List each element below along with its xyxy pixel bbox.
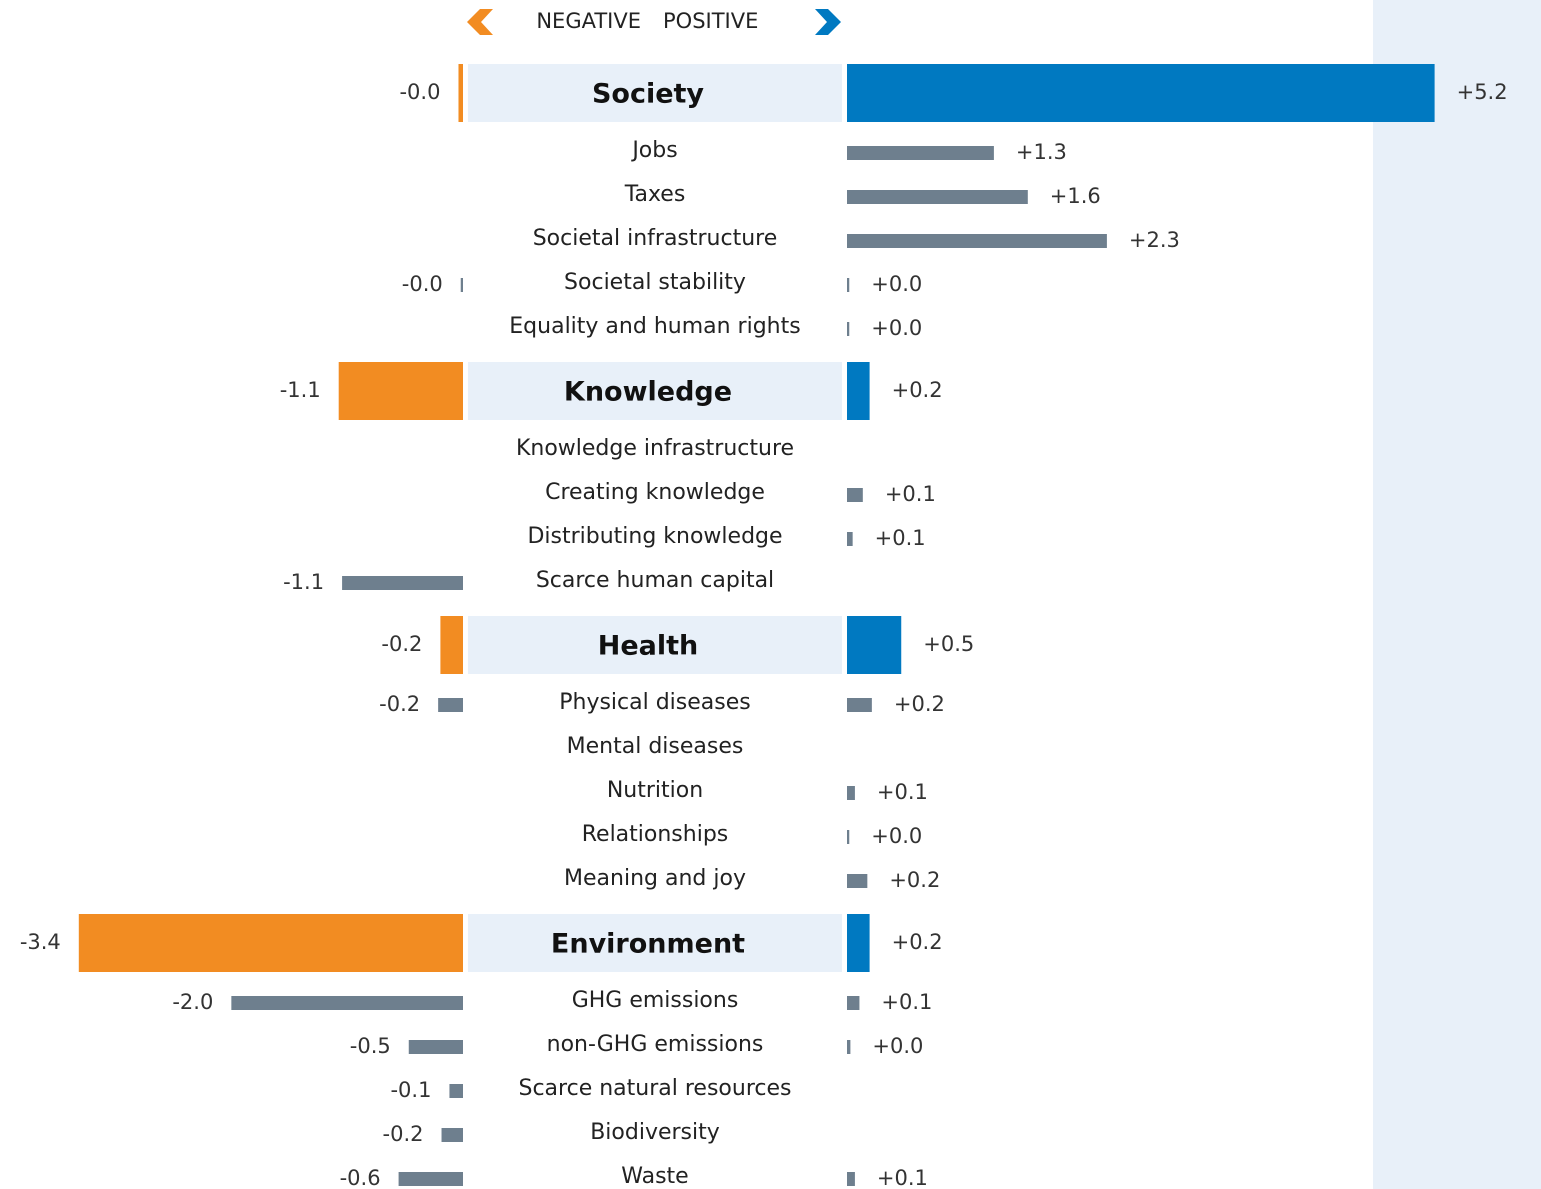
negative-bar: [438, 698, 463, 712]
item-label: Meaning and joy: [564, 866, 746, 891]
positive-bar: [847, 996, 860, 1010]
negative-bar: [338, 362, 463, 420]
negative-bar: [408, 1040, 463, 1054]
item-label: Nutrition: [607, 778, 703, 803]
positive-value-label: +0.2: [892, 930, 943, 954]
side-panel: [1373, 0, 1541, 1189]
negative-value-label: -0.2: [379, 692, 420, 716]
positive-value-label: +1.6: [1050, 184, 1101, 208]
item-label: Societal infrastructure: [533, 226, 778, 251]
positive-value-label: +2.3: [1129, 228, 1180, 252]
negative-value-label: -0.2: [381, 632, 422, 656]
negative-value-label: -1.1: [280, 378, 321, 402]
positive-value-label: +0.5: [923, 632, 974, 656]
positive-value-label: +0.0: [871, 316, 922, 340]
group-header: [468, 362, 842, 420]
positive-bar: [847, 616, 902, 674]
item-label: Physical diseases: [559, 690, 751, 715]
item-label: Equality and human rights: [509, 314, 800, 339]
positive-value-label: +0.1: [877, 780, 928, 804]
negative-bar: [460, 278, 463, 292]
item-label: Taxes: [624, 182, 686, 207]
negative-value-label: -0.0: [399, 80, 440, 104]
negative-bar: [449, 1084, 463, 1098]
negative-value-label: -2.0: [172, 990, 213, 1014]
positive-value-label: +0.1: [875, 526, 926, 550]
positive-value-label: +0.1: [877, 1166, 928, 1189]
positive-bar: [847, 322, 850, 336]
item-label: Biodiversity: [590, 1120, 720, 1145]
negative-arrow: [467, 9, 493, 35]
positive-bar: [847, 362, 870, 420]
positive-bar: [847, 488, 863, 502]
positive-bar: [847, 190, 1028, 204]
positive-value-label: +5.2: [1457, 80, 1508, 104]
negative-bar: [398, 1172, 463, 1186]
item-label: Distributing knowledge: [527, 524, 782, 549]
item-label: Knowledge infrastructure: [516, 436, 794, 461]
negative-bar: [440, 616, 463, 674]
positive-bar: [847, 830, 850, 844]
negative-value-label: -0.1: [390, 1078, 431, 1102]
positive-bar: [847, 234, 1107, 248]
positive-bar: [847, 64, 1435, 122]
group-label: Society: [592, 79, 704, 110]
positive-value-label: +0.0: [871, 824, 922, 848]
negative-value-label: -3.4: [20, 930, 61, 954]
positive-bar: [847, 698, 872, 712]
item-label: GHG emissions: [572, 988, 739, 1013]
positive-bar: [847, 914, 870, 972]
positive-value-label: +0.2: [892, 378, 943, 402]
legend-negative: NEGATIVE: [536, 9, 641, 33]
negative-bar: [441, 1128, 463, 1142]
positive-bar: [847, 786, 855, 800]
item-label: Waste: [621, 1164, 688, 1189]
item-label: Relationships: [582, 822, 729, 847]
positive-value-label: +0.2: [889, 868, 940, 892]
legend-positive: POSITIVE: [663, 9, 758, 33]
group-header: [468, 616, 842, 674]
positive-value-label: +0.1: [881, 990, 932, 1014]
positive-bar: [847, 1040, 851, 1054]
group-header: [468, 914, 842, 972]
negative-bar: [458, 64, 463, 122]
negative-bar: [78, 914, 464, 972]
item-label: Scarce human capital: [536, 568, 774, 593]
positive-bar: [847, 1172, 855, 1186]
negative-value-label: -0.5: [350, 1034, 391, 1058]
positive-bar: [847, 146, 994, 160]
positive-value-label: +0.1: [885, 482, 936, 506]
negative-value-label: -1.1: [283, 570, 324, 594]
item-label: Scarce natural resources: [519, 1076, 792, 1101]
positive-bar: [847, 532, 853, 546]
positive-bar: [847, 278, 850, 292]
positive-value-label: +0.0: [872, 1034, 923, 1058]
negative-bar: [342, 576, 463, 590]
negative-value-label: -0.6: [340, 1166, 381, 1189]
group-label: Environment: [551, 929, 745, 960]
group-label: Health: [598, 631, 699, 662]
item-label: Mental diseases: [567, 734, 744, 759]
item-label: Societal stability: [564, 270, 746, 295]
positive-bar: [847, 874, 868, 888]
positive-value-label: +0.0: [871, 272, 922, 296]
negative-value-label: -0.2: [383, 1122, 424, 1146]
item-label: non-GHG emissions: [547, 1032, 764, 1057]
group-header: [468, 64, 842, 122]
positive-value-label: +0.2: [894, 692, 945, 716]
positive-arrow: [815, 9, 841, 35]
positive-value-label: +1.3: [1016, 140, 1067, 164]
item-label: Jobs: [630, 138, 677, 163]
group-label: Knowledge: [564, 377, 732, 408]
item-label: Creating knowledge: [545, 480, 765, 505]
negative-value-label: -0.0: [402, 272, 443, 296]
negative-bar: [231, 996, 463, 1010]
